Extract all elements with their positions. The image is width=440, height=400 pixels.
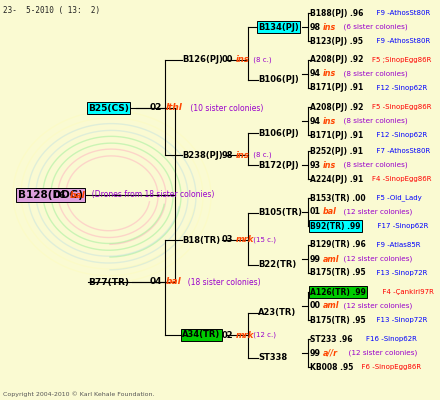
Text: 02: 02 — [150, 104, 162, 112]
Text: (8 sister colonies): (8 sister colonies) — [339, 118, 407, 124]
Text: 99: 99 — [310, 348, 321, 358]
Text: 93: 93 — [310, 160, 321, 170]
Text: B128(DDG): B128(DDG) — [18, 190, 83, 200]
Text: B175(TR) .95: B175(TR) .95 — [310, 268, 366, 278]
Text: (15 c.): (15 c.) — [251, 237, 276, 243]
Text: F4 -SinopEgg86R: F4 -SinopEgg86R — [372, 176, 432, 182]
Text: (18 sister colonies): (18 sister colonies) — [183, 278, 260, 286]
Text: aml: aml — [323, 302, 340, 310]
Text: 00: 00 — [222, 56, 234, 64]
Text: KB008 .95: KB008 .95 — [310, 362, 353, 372]
Text: ins: ins — [323, 116, 336, 126]
Text: F9 -AthosSt80R: F9 -AthosSt80R — [372, 10, 430, 16]
Text: A208(PJ) .92: A208(PJ) .92 — [310, 56, 363, 64]
Text: (8 c.): (8 c.) — [251, 57, 271, 63]
Text: F6 -SinopEgg86R: F6 -SinopEgg86R — [357, 364, 421, 370]
Text: B172(PJ): B172(PJ) — [258, 160, 299, 170]
Text: F13 -Sinop72R: F13 -Sinop72R — [372, 317, 427, 323]
Text: B188(PJ) .96: B188(PJ) .96 — [310, 8, 363, 18]
Text: B77(TR): B77(TR) — [88, 278, 129, 286]
Text: (6 sister colonies): (6 sister colonies) — [339, 24, 407, 30]
Text: ins: ins — [323, 160, 336, 170]
Text: A126(TR) .99: A126(TR) .99 — [310, 288, 366, 296]
Text: B22(TR): B22(TR) — [258, 260, 296, 270]
Text: B123(PJ) .95: B123(PJ) .95 — [310, 36, 363, 46]
Text: F9 -AthosSt80R: F9 -AthosSt80R — [372, 38, 430, 44]
Text: B92(TR) .99: B92(TR) .99 — [310, 222, 360, 230]
Text: A208(PJ) .92: A208(PJ) .92 — [310, 102, 363, 112]
Text: B106(PJ): B106(PJ) — [258, 76, 299, 84]
Text: (12 c.): (12 c.) — [251, 332, 276, 338]
Text: B126(PJ): B126(PJ) — [182, 56, 223, 64]
Text: (10 sister colonies): (10 sister colonies) — [188, 104, 264, 112]
Text: 98: 98 — [222, 150, 234, 160]
Text: 06: 06 — [54, 190, 66, 200]
Text: (Drones from 18 sister colonies): (Drones from 18 sister colonies) — [87, 190, 214, 200]
Text: Copyright 2004-2010 © Karl Kehale Foundation.: Copyright 2004-2010 © Karl Kehale Founda… — [3, 391, 154, 397]
Text: A224(PJ) .91: A224(PJ) .91 — [310, 174, 363, 184]
Text: B105(TR): B105(TR) — [258, 208, 302, 218]
Text: ins: ins — [323, 22, 336, 32]
Text: ST233 .96: ST233 .96 — [310, 334, 352, 344]
Text: B153(TR) .00: B153(TR) .00 — [310, 194, 366, 202]
Text: 03: 03 — [222, 236, 234, 244]
Text: B175(TR) .95: B175(TR) .95 — [310, 316, 366, 324]
Text: A34(TR): A34(TR) — [182, 330, 220, 340]
Text: B25(CS): B25(CS) — [88, 104, 129, 112]
Text: (8 c.): (8 c.) — [251, 152, 271, 158]
Text: B238(PJ): B238(PJ) — [182, 150, 223, 160]
Text: F12 -Sinop62R: F12 -Sinop62R — [372, 85, 427, 91]
Text: 98: 98 — [310, 22, 321, 32]
Text: A23(TR): A23(TR) — [258, 308, 296, 318]
Text: aml: aml — [323, 254, 340, 264]
Text: bal: bal — [323, 208, 337, 216]
Text: mrk: mrk — [236, 330, 254, 340]
Text: (12 sister colonies): (12 sister colonies) — [344, 350, 417, 356]
Text: B252(PJ) .91: B252(PJ) .91 — [310, 146, 363, 156]
Text: (8 sister colonies): (8 sister colonies) — [339, 162, 407, 168]
Text: 01: 01 — [310, 208, 321, 216]
Text: (12 sister colonies): (12 sister colonies) — [339, 209, 412, 215]
Text: F16 -Sinop62R: F16 -Sinop62R — [357, 336, 417, 342]
Text: ins: ins — [236, 56, 250, 64]
Text: 99: 99 — [310, 254, 321, 264]
Text: ins: ins — [236, 150, 250, 160]
Text: bal: bal — [166, 278, 182, 286]
Text: B171(PJ) .91: B171(PJ) .91 — [310, 84, 363, 92]
Text: ST338: ST338 — [258, 354, 287, 362]
Text: 02: 02 — [222, 330, 234, 340]
Text: 00: 00 — [310, 302, 321, 310]
Text: bal: bal — [70, 190, 86, 200]
Text: 04: 04 — [150, 278, 162, 286]
Text: F5 ;SinopEgg86R: F5 ;SinopEgg86R — [372, 57, 431, 63]
Text: 23-  5-2010 ( 13:  2): 23- 5-2010 ( 13: 2) — [3, 6, 100, 15]
Text: F17 -Sinop62R: F17 -Sinop62R — [373, 223, 429, 229]
Text: B18(TR): B18(TR) — [182, 236, 220, 244]
Text: B129(TR) .96: B129(TR) .96 — [310, 240, 366, 250]
Text: a//r: a//r — [323, 348, 338, 358]
Text: mrk: mrk — [236, 236, 254, 244]
Text: F7 -AthosSt80R: F7 -AthosSt80R — [372, 148, 430, 154]
Text: F12 -Sinop62R: F12 -Sinop62R — [372, 132, 427, 138]
Text: (12 sister colonies): (12 sister colonies) — [339, 256, 412, 262]
Text: B106(PJ): B106(PJ) — [258, 128, 299, 138]
Text: ins: ins — [323, 70, 336, 78]
Text: 94: 94 — [310, 116, 321, 126]
Text: F9 -Atlas85R: F9 -Atlas85R — [372, 242, 421, 248]
Text: B171(PJ) .91: B171(PJ) .91 — [310, 130, 363, 140]
Text: (8 sister colonies): (8 sister colonies) — [339, 71, 407, 77]
Text: F5 -SinopEgg86R: F5 -SinopEgg86R — [372, 104, 432, 110]
Text: F13 -Sinop72R: F13 -Sinop72R — [372, 270, 427, 276]
Text: 94: 94 — [310, 70, 321, 78]
Text: (12 sister colonies): (12 sister colonies) — [339, 303, 412, 309]
Text: lthl: lthl — [166, 104, 183, 112]
Text: B134(PJ): B134(PJ) — [258, 22, 299, 32]
Text: F5 -Old_Lady: F5 -Old_Lady — [372, 195, 422, 201]
Text: F4 -Çankiri97R: F4 -Çankiri97R — [378, 289, 434, 295]
